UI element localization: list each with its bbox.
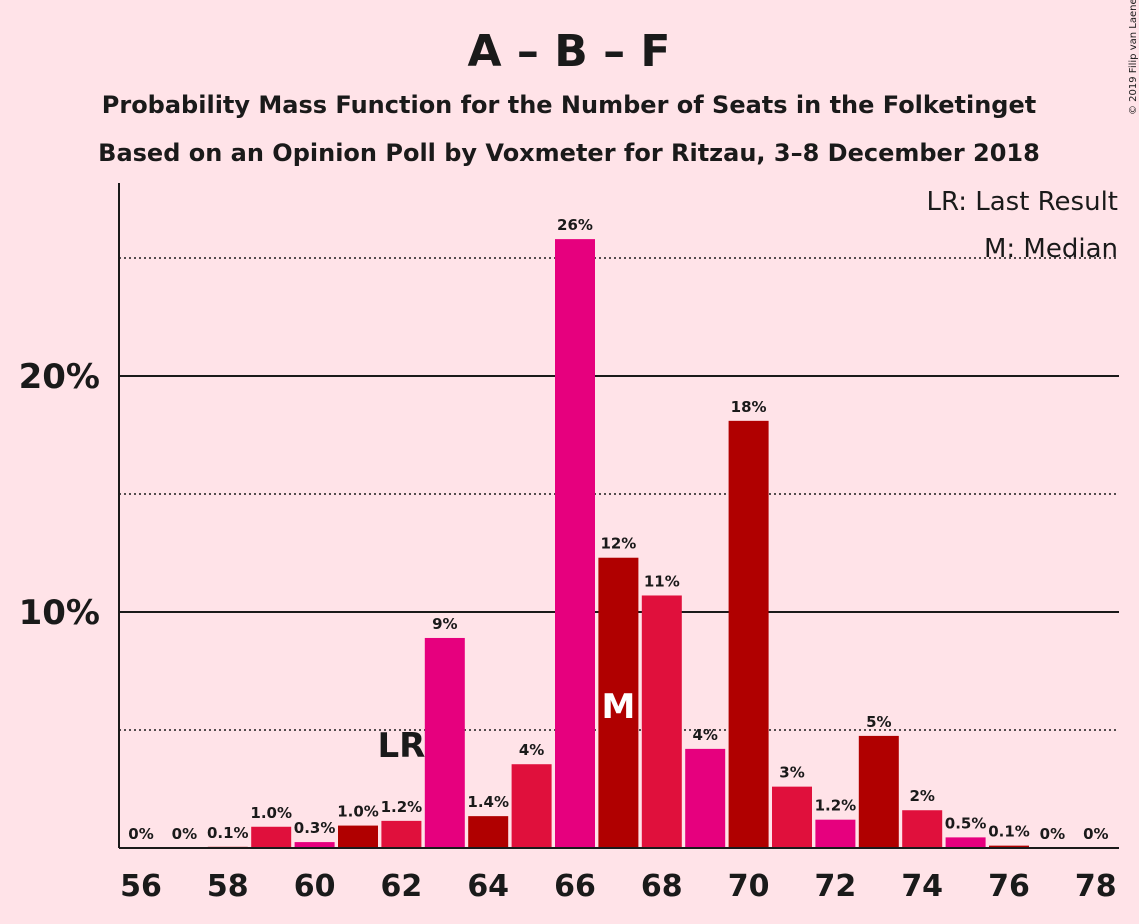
data-label-68: 11% [644, 572, 680, 590]
x-tick-label-62: 62 [381, 869, 423, 904]
last-result-marker: LR [377, 726, 425, 766]
bar-70 [728, 420, 769, 848]
chart-title: A – B – F [468, 26, 671, 77]
bar-73 [858, 735, 899, 848]
x-tick-label-76: 76 [988, 869, 1030, 904]
bar-66 [555, 239, 595, 848]
chart-subtitle-1: Probability Mass Function for the Number… [102, 91, 1036, 119]
bar-68 [641, 595, 682, 848]
data-labels: 0% 0% 0.1%1.0%0.3%1.0% 1.2%9%1.4%4%26%12%11… [128, 216, 1108, 843]
data-label-70: 18% [731, 398, 767, 416]
data-label-58: 0.1% [207, 824, 249, 842]
data-label-78: 0% [1083, 825, 1108, 843]
x-tick-label-78: 78 [1075, 869, 1117, 904]
bar-72 [815, 819, 856, 848]
y-tick-label: 20% [19, 357, 100, 397]
bar-65 [511, 764, 552, 848]
x-tick-label-58: 58 [207, 869, 249, 904]
x-tick-label-56: 56 [120, 869, 162, 904]
bar-59 [251, 826, 292, 848]
bar-76 [989, 845, 1029, 848]
data-label-75: 0.5% [945, 814, 987, 832]
copyright-note: © 2019 Filip van Laenen [1128, 0, 1139, 115]
bar-61 [338, 825, 378, 848]
median-marker: M [601, 687, 635, 727]
bar-74 [902, 810, 943, 848]
bar-64 [468, 816, 509, 848]
y-tick-label: 10% [19, 593, 100, 633]
bar-69 [685, 748, 726, 848]
data-label-65: 4% [519, 741, 544, 759]
data-label-62: 1.2% [381, 798, 423, 816]
x-tick-label-74: 74 [901, 869, 943, 904]
x-tick-label-60: 60 [294, 869, 336, 904]
data-label-69: 4% [692, 726, 717, 744]
bar-67 [598, 557, 639, 848]
data-label-61: 1.0% [337, 803, 379, 821]
data-label-63: 9% [432, 615, 457, 633]
data-label-59: 1.0% [250, 804, 292, 822]
legend-last-result: LR: Last Result [926, 187, 1118, 217]
data-label-76: 0.1% [988, 823, 1030, 841]
data-label-60: 0.3% [294, 819, 336, 837]
data-label-56: 0% [128, 825, 153, 843]
x-tick-labels: 56 58 60 62 64 66 68 70 72 74 76 78 [120, 869, 1117, 904]
x-tick-label-66: 66 [554, 869, 596, 904]
data-label-67: 12% [600, 535, 636, 553]
bar-63 [424, 637, 465, 848]
data-label-64: 1.4% [467, 793, 509, 811]
bars [207, 239, 1029, 848]
data-label-71: 3% [779, 764, 804, 782]
x-tick-label-70: 70 [728, 869, 770, 904]
data-label-57: 0% [172, 825, 197, 843]
x-tick-label-72: 72 [815, 869, 857, 904]
x-tick-label-64: 64 [467, 869, 509, 904]
legend-median: M: Median [984, 234, 1118, 264]
bar-60 [294, 842, 335, 848]
x-tick-label-68: 68 [641, 869, 683, 904]
data-label-66: 26% [557, 216, 593, 234]
bar-71 [772, 786, 812, 848]
data-label-72: 1.2% [815, 797, 857, 815]
chart-subtitle-2: Based on an Opinion Poll by Voxmeter for… [98, 139, 1040, 167]
data-label-73: 5% [866, 713, 891, 731]
data-label-77: 0% [1040, 825, 1065, 843]
y-tick-labels: 10% 20% [19, 357, 100, 633]
bar-62 [381, 820, 422, 848]
bar-75 [945, 837, 986, 848]
data-label-74: 2% [909, 787, 934, 805]
